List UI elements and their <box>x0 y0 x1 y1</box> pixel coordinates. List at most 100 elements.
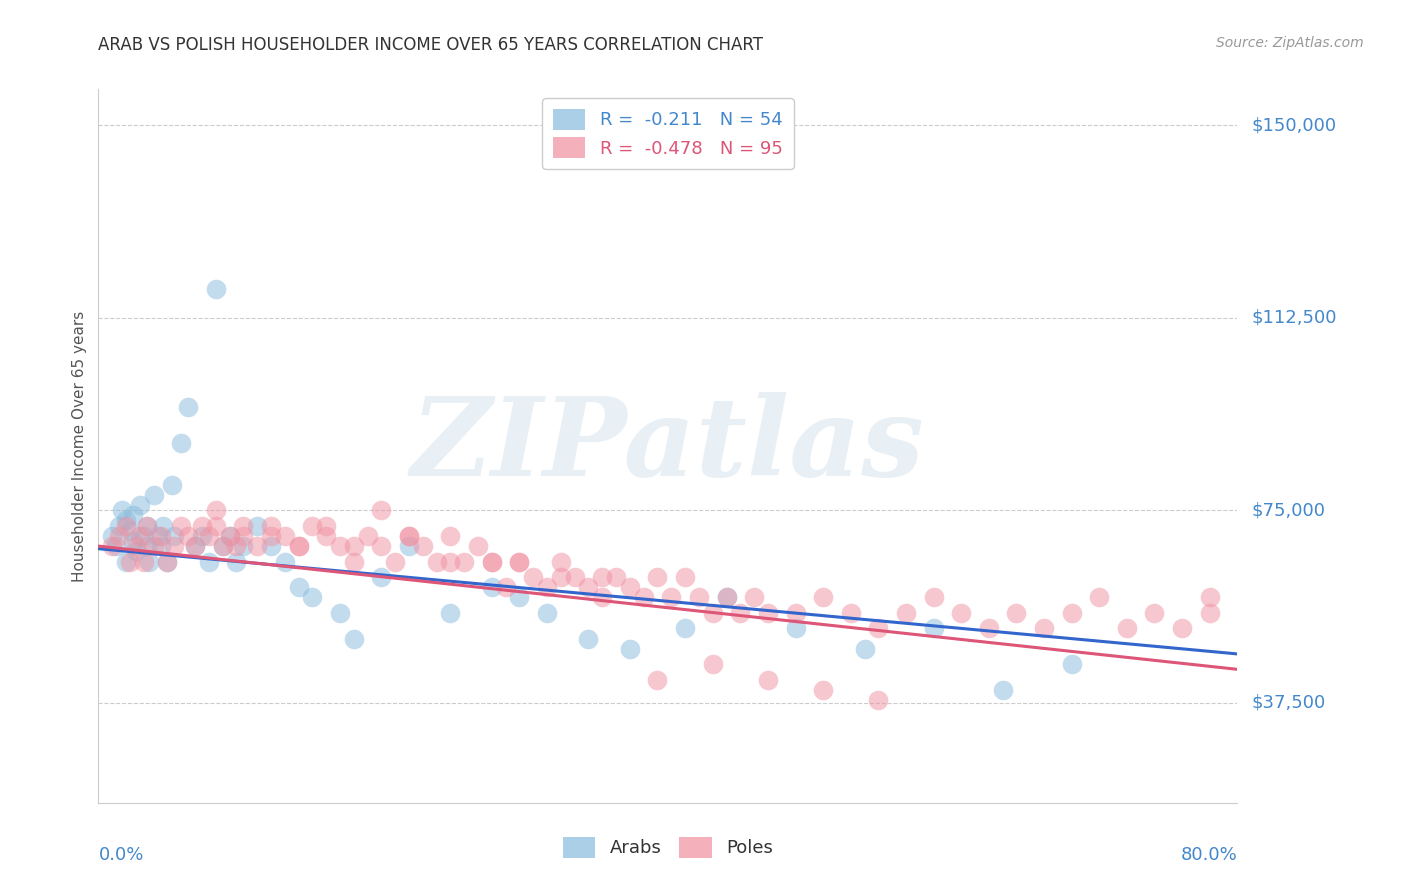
Point <box>439 554 461 568</box>
Point <box>702 606 724 620</box>
Point <box>142 488 165 502</box>
Point <box>1088 591 1111 605</box>
Text: Source: ZipAtlas.com: Source: ZipAtlas.com <box>1216 36 1364 50</box>
Point <box>170 518 193 533</box>
Point <box>756 606 779 620</box>
Point <box>550 554 572 568</box>
Point <box>152 518 174 533</box>
Point <box>522 570 544 584</box>
Point <box>287 580 309 594</box>
Point <box>605 570 627 584</box>
Point <box>730 606 752 620</box>
Point <box>225 554 247 568</box>
Point <box>111 503 134 517</box>
Point <box>839 606 862 620</box>
Point <box>204 503 226 517</box>
Point <box>1060 657 1083 672</box>
Point <box>198 529 221 543</box>
Point <box>246 518 269 533</box>
Point <box>135 518 157 533</box>
Point <box>673 621 696 635</box>
Point <box>1198 591 1220 605</box>
Point <box>716 591 738 605</box>
Point <box>329 539 352 553</box>
Text: ZIPatlas: ZIPatlas <box>411 392 925 500</box>
Point <box>225 539 247 553</box>
Point <box>177 401 200 415</box>
Point <box>260 518 283 533</box>
Text: $75,000: $75,000 <box>1251 501 1326 519</box>
Point <box>274 554 297 568</box>
Point <box>122 508 145 523</box>
Point <box>508 554 530 568</box>
Point <box>115 513 138 527</box>
Point <box>977 621 1000 635</box>
Point <box>343 632 366 646</box>
Point <box>135 539 157 553</box>
Point <box>1005 606 1028 620</box>
Point <box>564 570 586 584</box>
Point <box>260 529 283 543</box>
Text: 80.0%: 80.0% <box>1181 846 1237 863</box>
Point <box>439 606 461 620</box>
Point <box>811 682 834 697</box>
Point <box>184 539 207 553</box>
Point <box>1115 621 1137 635</box>
Point <box>508 591 530 605</box>
Point <box>481 554 503 568</box>
Point <box>287 539 309 553</box>
Point <box>260 539 283 553</box>
Point <box>591 591 613 605</box>
Point <box>716 591 738 605</box>
Point <box>301 591 323 605</box>
Point <box>138 554 160 568</box>
Point <box>204 282 226 296</box>
Point <box>370 539 392 553</box>
Point <box>122 533 145 548</box>
Point <box>481 580 503 594</box>
Point <box>146 529 169 543</box>
Point <box>868 693 890 707</box>
Point <box>633 591 655 605</box>
Point <box>868 621 890 635</box>
Point <box>128 498 150 512</box>
Point <box>149 529 172 543</box>
Point <box>125 544 148 558</box>
Point <box>177 529 200 543</box>
Point <box>105 539 128 553</box>
Point <box>467 539 489 553</box>
Point <box>115 518 138 533</box>
Point <box>619 641 641 656</box>
Point <box>991 682 1014 697</box>
Point <box>132 529 155 543</box>
Point <box>398 529 420 543</box>
Point <box>398 539 420 553</box>
Point <box>115 554 138 568</box>
Point <box>536 606 558 620</box>
Point <box>853 641 876 656</box>
Point <box>142 539 165 553</box>
Point <box>922 591 945 605</box>
Text: $37,500: $37,500 <box>1251 694 1326 712</box>
Point <box>232 529 254 543</box>
Point <box>659 591 682 605</box>
Point <box>125 539 148 553</box>
Point <box>591 570 613 584</box>
Text: $112,500: $112,500 <box>1251 309 1337 326</box>
Point <box>481 554 503 568</box>
Point <box>274 529 297 543</box>
Point <box>398 529 420 543</box>
Point <box>120 554 142 568</box>
Point <box>702 657 724 672</box>
Point <box>198 554 221 568</box>
Point <box>578 580 600 594</box>
Point <box>211 539 233 553</box>
Point <box>120 524 142 538</box>
Point <box>191 529 214 543</box>
Point <box>673 570 696 584</box>
Point <box>191 518 214 533</box>
Point <box>315 518 337 533</box>
Point <box>811 591 834 605</box>
Point <box>508 554 530 568</box>
Point <box>108 529 131 543</box>
